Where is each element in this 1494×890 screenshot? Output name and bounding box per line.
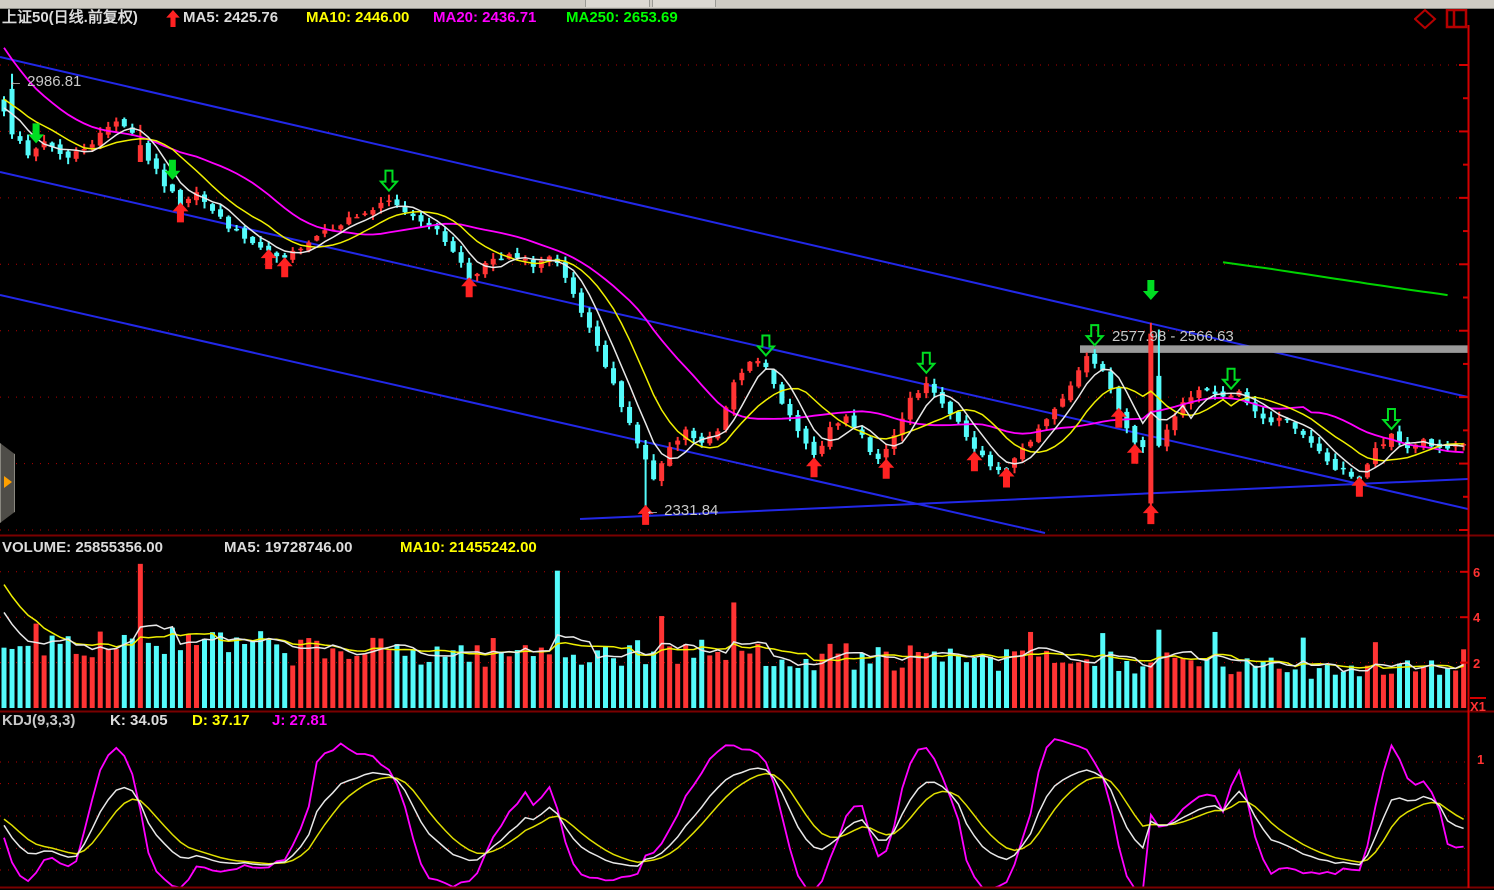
ma10-legend: MA10: 2446.00 — [306, 9, 410, 26]
volume-ma10: MA10: 21455242.00 — [400, 539, 537, 556]
ma20-legend: MA20: 2436.71 — [433, 9, 537, 26]
expand-arrow-icon — [4, 476, 12, 488]
up-arrow-icon — [166, 10, 180, 27]
ma250-legend: MA250: 2653.69 — [566, 9, 678, 26]
volume-ma5: MA5: 19728746.00 — [224, 539, 353, 556]
panel-expander-tab[interactable] — [0, 443, 15, 523]
volume-axis-label-2: 2 — [1473, 656, 1481, 671]
annotation-low: ← 2331.84 — [645, 502, 719, 519]
kdj-k-value: K: 34.05 — [110, 712, 168, 729]
volume-axis-label-6: 6 — [1473, 565, 1481, 580]
volume-value: VOLUME: 25855356.00 — [2, 539, 163, 556]
strip-separator — [585, 0, 650, 7]
annotation-zone: 2577.98 - 2566.63 — [1112, 328, 1234, 345]
symbol-title: 上证50(日线.前复权) — [2, 9, 138, 26]
volume-scale-label: X1 — [1470, 697, 1486, 714]
strip-separator — [652, 0, 716, 7]
ma5-legend: MA5: 2425.76 — [183, 9, 279, 26]
diamond-icon[interactable] — [1414, 9, 1437, 30]
volume-axis-label-4: 4 — [1473, 610, 1481, 625]
corner-icons — [1414, 9, 1468, 30]
kdj-d-value: D: 37.17 — [192, 712, 250, 729]
window-top-strip — [0, 0, 1494, 9]
kdj-title: KDJ(9,3,3) — [2, 712, 76, 729]
split-window-icon[interactable] — [1445, 9, 1468, 29]
annotation-high: ← 2986.81 — [8, 73, 82, 90]
kdj-axis-label-100: 1 — [1477, 752, 1485, 767]
kdj-j-value: J: 27.81 — [272, 712, 328, 729]
